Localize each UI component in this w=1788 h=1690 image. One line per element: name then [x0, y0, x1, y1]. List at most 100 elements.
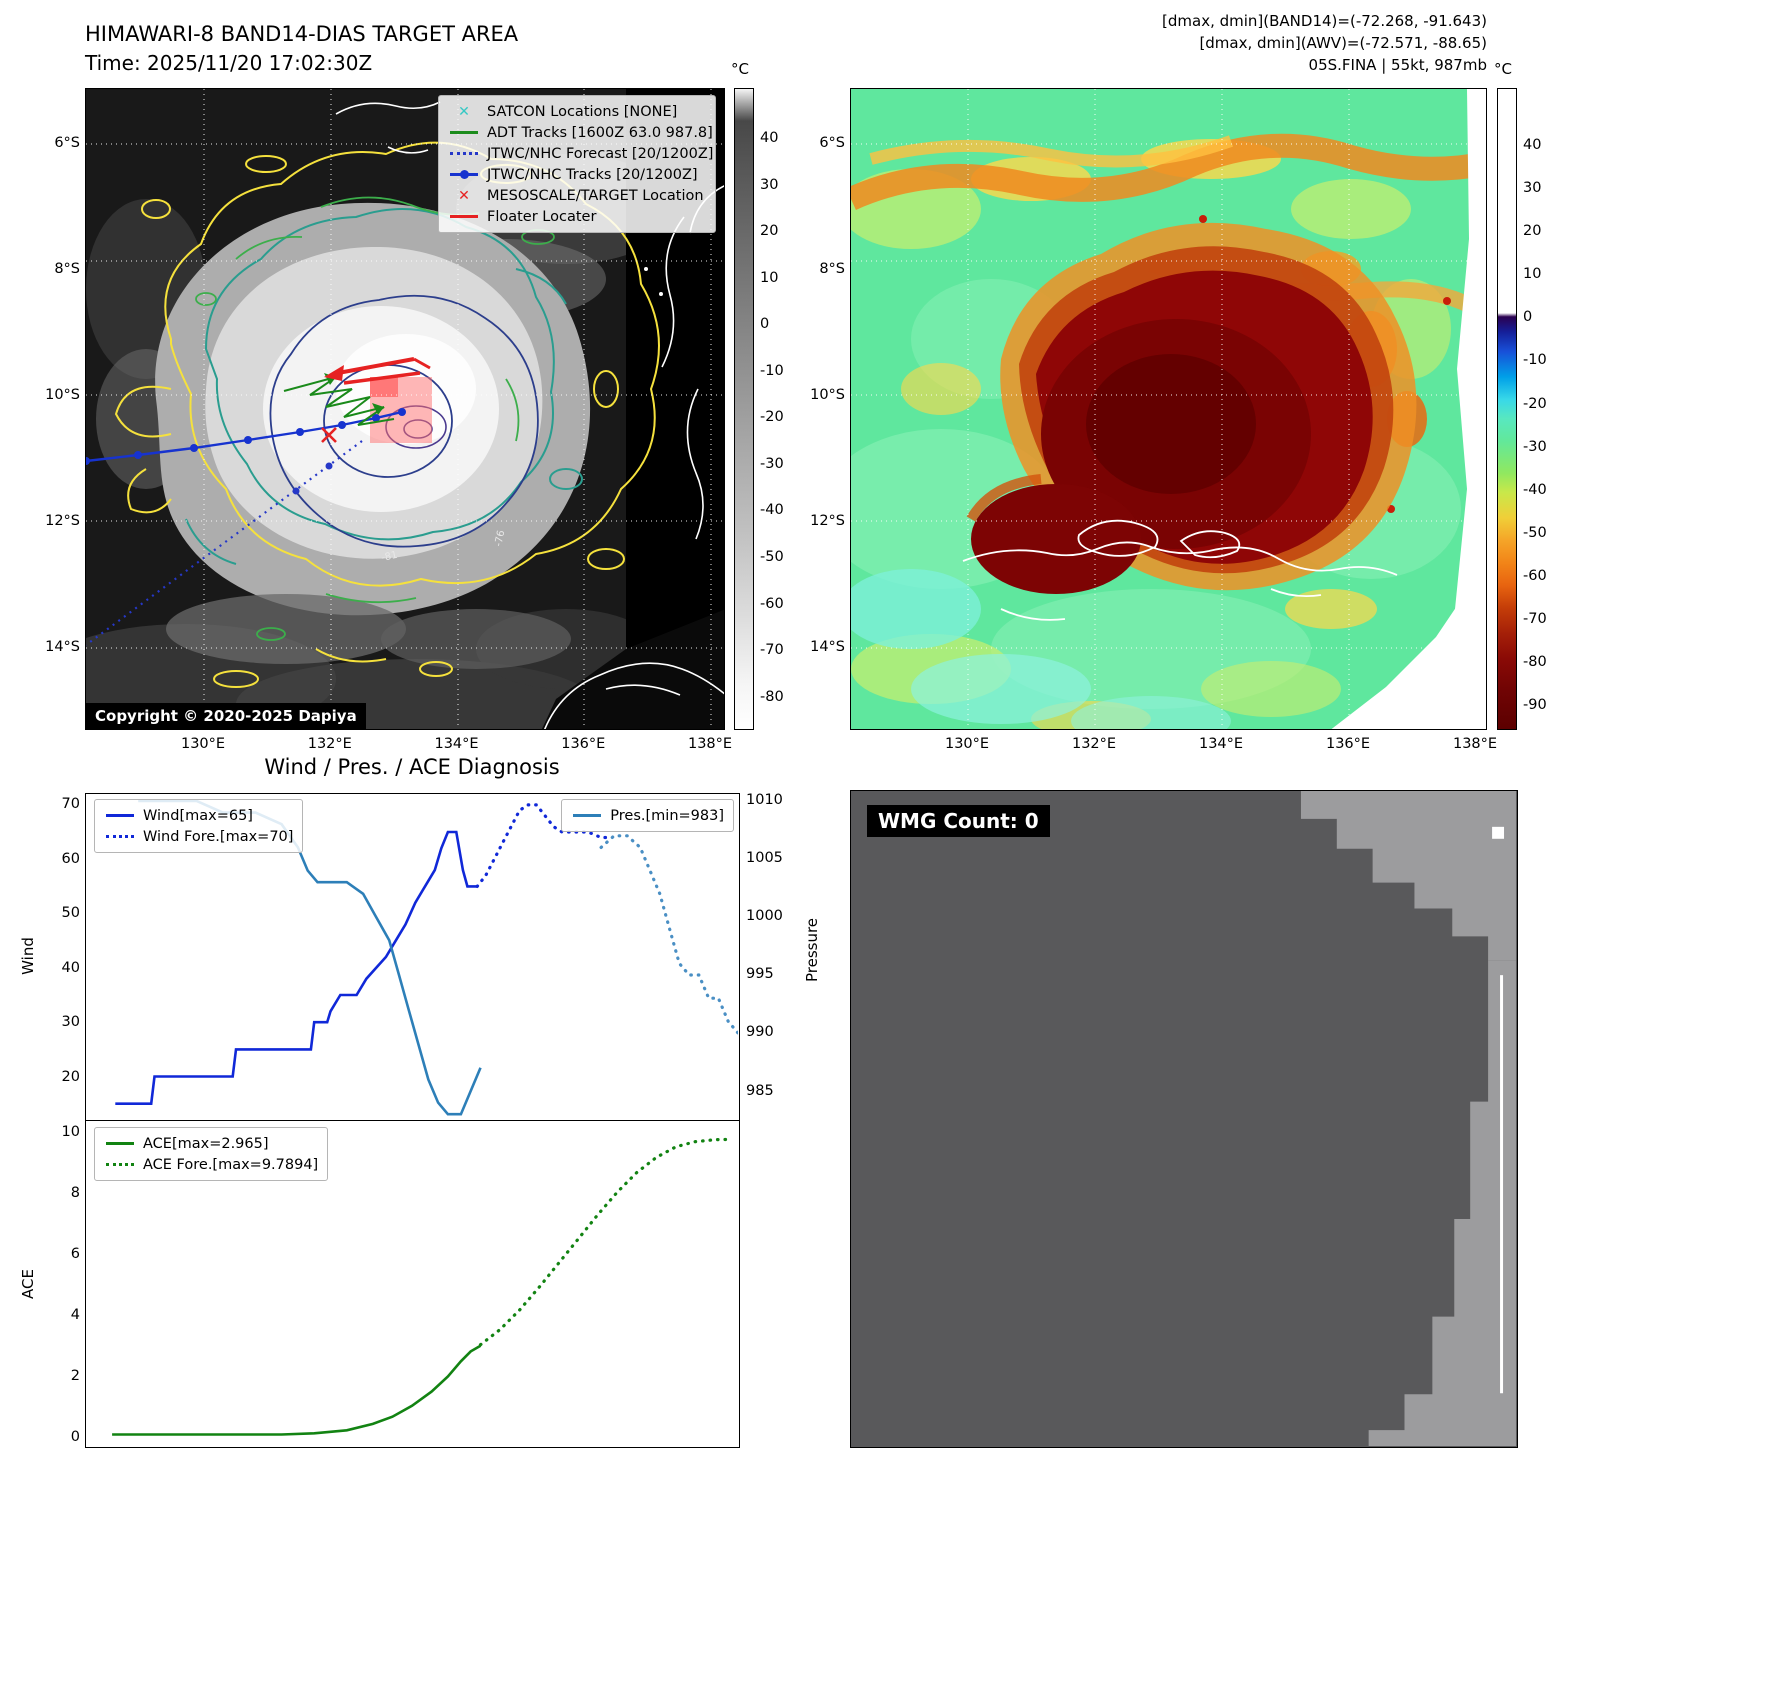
tick-label: 40 [61, 959, 80, 976]
tick-label: 10°S [45, 387, 80, 403]
band14-colorbar-ticks: 40 30 20 10 0 -10 -20 -30 -40 -50 -60 -70 -80 [760, 88, 805, 730]
band14-lat-axis: 6°S 8°S 10°S 12°S 14°S [36, 88, 80, 730]
legend-item: Floater Locater [448, 206, 706, 227]
tick-label: 8°S [54, 261, 80, 277]
band14-title: HIMAWARI-8 BAND14-DIAS TARGET AREA [85, 22, 519, 46]
awv-map [850, 88, 1487, 730]
warm-texture [851, 139, 1461, 729]
legend-label: JTWC/NHC Tracks [20/1200Z] [487, 166, 698, 183]
wmg-white-slit [1500, 975, 1504, 1394]
band14-colorbar-unit: °C [731, 60, 749, 78]
tick-label: 2 [70, 1368, 80, 1385]
legend-label: Wind Fore.[max=70] [143, 828, 294, 845]
graticule [851, 89, 1486, 729]
diagnosis-title: Wind / Pres. / ACE Diagnosis [264, 755, 560, 779]
tick-label: 0 [760, 316, 770, 333]
tick-label: 134°E [434, 736, 479, 752]
floater-locater [324, 357, 431, 385]
forecast-dotted-icon [448, 152, 480, 155]
tick-label: 8°S [819, 261, 845, 277]
ace-line-icon [104, 1142, 136, 1145]
ace-chart: ACE[max=2.965] ACE Fore.[max=9.7894] [85, 1120, 740, 1448]
copyright-badge: Copyright © 2020-2025 Dapiya [86, 703, 366, 729]
tick-label: 6°S [54, 135, 80, 152]
legend-label: Pres.[min=983] [610, 807, 724, 824]
tick-label: 10 [61, 1124, 80, 1141]
wind-pressure-chart: Wind[max=65] Wind Fore.[max=70] Pres.[mi… [85, 793, 740, 1120]
awv-lat-axis: 6°S 8°S 10°S 12°S 14°S [801, 88, 845, 730]
tick-label: -40 [1523, 481, 1547, 498]
tick-label: 4 [70, 1307, 80, 1324]
band14-colorbar [734, 88, 754, 730]
pressure-line-icon [571, 814, 603, 817]
legend-item: JTWC/NHC Tracks [20/1200Z] [448, 164, 706, 185]
wmg-white-notch [1492, 826, 1505, 839]
tick-label: -30 [760, 455, 784, 472]
awv-enhanced-image [851, 89, 1486, 729]
series-Wind Fore.[max=70] [475, 803, 610, 889]
legend-label: Wind[max=65] [143, 807, 253, 824]
tick-label: 30 [1523, 180, 1542, 197]
wind-axis-label: Wind [19, 937, 37, 975]
no-data-region [1331, 89, 1486, 729]
legend-label: ACE Fore.[max=9.7894] [143, 1156, 319, 1173]
storm-id-intensity: 05S.FINA | 55kt, 987mb [1308, 56, 1487, 74]
tick-label: 12°S [45, 512, 80, 529]
series-ACE Fore.[max=9.7894] [478, 1137, 734, 1347]
tick-label: 995 [746, 966, 774, 983]
tick-label: 130°E [180, 736, 226, 752]
tick-label: -40 [760, 502, 784, 519]
tick-label: -10 [760, 362, 784, 379]
wind-y-axis: 70 60 50 40 30 20 [40, 793, 80, 1120]
pressure-legend: Pres.[min=983] [561, 799, 734, 832]
ace-y-axis: 10 8 6 4 2 0 [40, 1120, 80, 1448]
tick-label: 20 [61, 1068, 80, 1085]
tick-label: -70 [760, 642, 784, 659]
legend-item: ✕ MESOSCALE/TARGET Location [448, 185, 706, 206]
track-line-dot-icon [448, 170, 480, 179]
legend-label: Floater Locater [487, 208, 597, 225]
legend-label: ACE[max=2.965] [143, 1135, 269, 1152]
tick-label: 0 [70, 1429, 80, 1446]
jtwc-track [86, 408, 406, 465]
wind-legend: Wind[max=65] Wind Fore.[max=70] [94, 799, 304, 853]
contour-label-76: -76 [493, 529, 507, 547]
tick-label: -80 [1523, 653, 1547, 670]
legend-item: ✕ SATCON Locations [NONE] [448, 101, 706, 122]
tick-label: -10 [1523, 352, 1547, 369]
wmg-light-regions [1300, 791, 1516, 1446]
awv-header: [dmax, dmin](BAND14)=(-72.268, -91.643) … [1162, 10, 1487, 76]
legend-label: ADT Tracks [1600Z 63.0 987.8] [487, 124, 713, 141]
tick-label: -90 [1523, 696, 1547, 713]
legend-item: ADT Tracks [1600Z 63.0 987.8] [448, 122, 713, 143]
dmax-dmin-awv: [dmax, dmin](AWV)=(-72.571, -88.65) [1199, 34, 1487, 52]
tick-label: 12°S [810, 512, 845, 529]
awv-colorbar-unit: °C [1494, 60, 1512, 78]
tick-label: 132°E [307, 736, 352, 752]
tick-label: 138°E [687, 736, 733, 752]
tick-label: -50 [760, 548, 784, 565]
tick-label: -20 [1523, 395, 1547, 412]
legend-label: JTWC/NHC Forecast [20/1200Z] [487, 145, 714, 162]
legend-item: JTWC/NHC Forecast [20/1200Z] [448, 143, 713, 164]
tick-label: 0 [1523, 309, 1533, 326]
series-ACE[max=2.965] [112, 1344, 482, 1436]
awv-lon-axis: 130°E 132°E 134°E 136°E 138°E [850, 736, 1497, 756]
tick-label: 1010 [746, 791, 783, 808]
tick-label: -30 [1523, 438, 1547, 455]
tick-label: 1000 [746, 907, 783, 924]
tick-label: 8 [70, 1185, 80, 1202]
tick-label: 138°E [1452, 736, 1498, 752]
awv-colorbar-ticks: 40 30 20 10 0 -10 -20 -30 -40 -50 -60 -70 -80 -90 [1523, 88, 1568, 730]
tick-label: 40 [1523, 137, 1542, 154]
legend-item: Pres.[min=983] [571, 805, 724, 826]
wind-fore-dotted-icon [104, 835, 136, 838]
satcon-x-icon: ✕ [458, 103, 470, 120]
tick-label: 136°E [1325, 736, 1371, 752]
tick-label: 30 [760, 176, 779, 193]
graticule [86, 89, 724, 729]
tick-label: -60 [760, 595, 784, 612]
tick-label: 10°S [810, 387, 845, 403]
coastlines [962, 519, 1398, 621]
tick-label: -70 [1523, 610, 1547, 627]
